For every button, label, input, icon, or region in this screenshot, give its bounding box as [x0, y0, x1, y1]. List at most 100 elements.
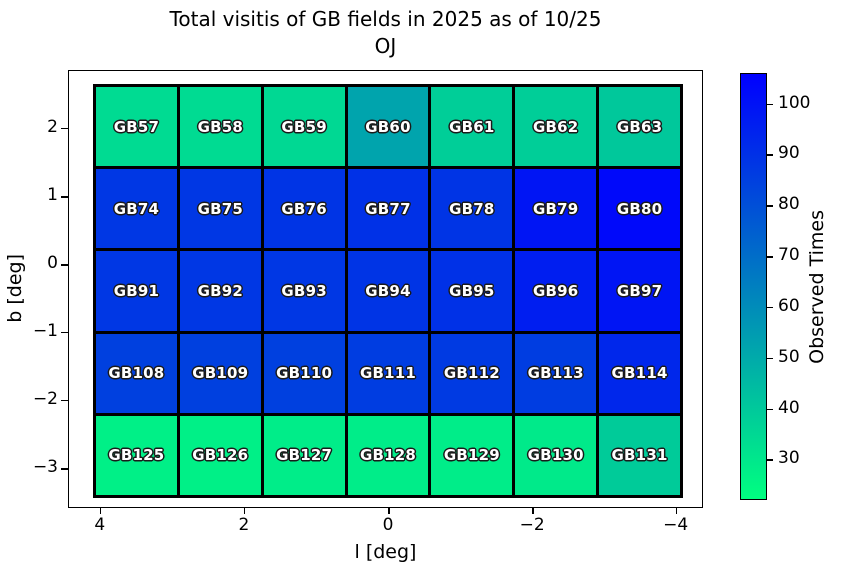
heatmap-cell-label: GB92	[197, 281, 243, 300]
colorbar-tick-label: 40	[778, 397, 800, 418]
x-tick-label: 2	[238, 515, 250, 535]
heatmap-cell-label: GB75	[197, 199, 243, 218]
heatmap-cell-GB62: GB62	[515, 87, 597, 167]
heatmap-cell-label: GB110	[276, 364, 333, 383]
heatmap-cell-GB108: GB108	[96, 333, 177, 413]
heatmap-cell-label: GB130	[527, 446, 584, 465]
heatmap-cell-GB59: GB59	[263, 87, 345, 167]
y-tick-mark	[61, 127, 68, 130]
x-tick-mark	[99, 508, 102, 514]
heatmap-cell-GB126: GB126	[179, 415, 261, 495]
chart-title: Total visitis of GB fields in 2025 as of…	[68, 6, 703, 60]
heatmap-cell-label: GB112	[443, 364, 500, 383]
heatmap-cell-GB75: GB75	[179, 169, 261, 249]
heatmap-cell-label: GB126	[192, 446, 249, 465]
heatmap-cell-GB127: GB127	[263, 415, 345, 495]
heatmap-cell-GB113: GB113	[515, 333, 597, 413]
heatmap-cell-GB93: GB93	[263, 251, 345, 331]
heatmap-cell-GB94: GB94	[347, 251, 429, 331]
heatmap-cell-GB96: GB96	[515, 251, 597, 331]
heatmap-cell-GB77: GB77	[347, 169, 429, 249]
heatmap-cell-label: GB94	[365, 281, 411, 300]
x-tick-mark	[243, 508, 246, 514]
y-tick-label: −3	[32, 457, 58, 478]
heatmap-cell-label: GB77	[365, 199, 411, 218]
colorbar-tick-mark	[767, 205, 773, 207]
heatmap-cell-GB128: GB128	[347, 415, 429, 495]
y-tick-mark	[61, 468, 68, 470]
heatmap-cell-label: GB62	[533, 117, 579, 136]
heatmap-cell-label: GB111	[359, 364, 417, 383]
heatmap-cell-GB80: GB80	[599, 169, 680, 249]
heatmap-cell-GB130: GB130	[515, 415, 597, 495]
heatmap-cell-label: GB129	[443, 446, 500, 465]
y-tick-label: −2	[32, 388, 58, 409]
colorbar	[740, 73, 767, 500]
heatmap-cell-GB112: GB112	[431, 333, 513, 413]
heatmap-cell-label: GB59	[281, 117, 327, 136]
heatmap-cell-label: GB113	[527, 364, 584, 383]
x-tick-label: 0	[382, 515, 394, 535]
y-tick-label: 2	[47, 116, 58, 137]
heatmap-grid: GB57 GB58 GB59 GB60 GB61 GB62 GB63 GB74 GB75 GB76…	[93, 84, 683, 498]
heatmap-cell-label: GB58	[197, 117, 243, 136]
x-tick-mark	[388, 508, 390, 514]
y-tick-label: −1	[32, 320, 58, 341]
colorbar-tick-label: 30	[778, 448, 800, 469]
colorbar-tick-mark	[767, 357, 773, 360]
x-axis-label: l [deg]	[354, 541, 417, 563]
heatmap-cell-GB110: GB110	[263, 333, 345, 413]
colorbar-tick-mark	[767, 306, 773, 309]
heatmap-cell-label: GB125	[108, 446, 165, 465]
chart-title-line2: OJ	[374, 34, 397, 58]
heatmap-cell-GB92: GB92	[179, 251, 261, 331]
heatmap-cell-label: GB127	[276, 446, 333, 465]
heatmap-cell-label: GB93	[281, 281, 327, 300]
heatmap-cell-label: GB97	[616, 281, 663, 300]
heatmap-cell-GB97: GB97	[599, 251, 680, 331]
heatmap-cell-GB129: GB129	[431, 415, 513, 495]
heatmap-cell-GB91: GB91	[96, 251, 177, 331]
heatmap-cell-GB74: GB74	[96, 169, 177, 249]
chart-title-line1: Total visitis of GB fields in 2025 as of…	[169, 7, 602, 31]
colorbar-tick-label: 50	[778, 346, 800, 367]
x-tick-label: −2	[519, 515, 545, 535]
x-tick-label: −4	[663, 515, 689, 535]
heatmap-cell-GB60: GB60	[347, 87, 429, 167]
heatmap-cell-label: GB131	[611, 446, 668, 465]
y-tick-mark	[61, 264, 68, 266]
heatmap-cell-label: GB91	[113, 281, 160, 300]
heatmap-cell-label: GB78	[449, 199, 495, 218]
heatmap-cell-label: GB96	[533, 281, 579, 300]
heatmap-cell-label: GB114	[611, 364, 668, 383]
heatmap-cell-GB79: GB79	[515, 169, 597, 249]
heatmap-cell-GB114: GB114	[599, 333, 680, 413]
heatmap-cell-label: GB60	[365, 117, 411, 136]
colorbar-tick-mark	[767, 408, 773, 410]
heatmap-cell-label: GB61	[449, 117, 495, 136]
heatmap-cell-label: GB57	[113, 117, 160, 136]
heatmap-cell-GB61: GB61	[431, 87, 513, 167]
heatmap-cell-label: GB95	[449, 281, 495, 300]
colorbar-tick-mark	[767, 459, 773, 461]
heatmap-cell-label: GB128	[359, 446, 417, 465]
colorbar-tick-mark	[767, 103, 773, 105]
heatmap-cell-GB111: GB111	[347, 333, 429, 413]
y-axis-label-wrap: b [deg]	[4, 0, 26, 575]
colorbar-tick-label: 70	[778, 245, 800, 265]
x-tick-label: 4	[94, 515, 106, 535]
x-tick-mark	[532, 508, 534, 514]
heatmap-cell-label: GB79	[533, 199, 579, 218]
heatmap-cell-GB125: GB125	[96, 415, 177, 495]
colorbar-tick-mark	[767, 256, 773, 258]
heatmap-cell-GB109: GB109	[179, 333, 261, 413]
y-tick-mark	[61, 331, 68, 334]
heatmap-cell-GB58: GB58	[179, 87, 261, 167]
colorbar-tick-label: 90	[778, 143, 800, 164]
heatmap-cell-GB57: GB57	[96, 87, 177, 167]
heatmap-cell-label: GB76	[281, 199, 327, 218]
heatmap-cell-GB131: GB131	[599, 415, 680, 495]
heatmap-cell-GB78: GB78	[431, 169, 513, 249]
y-tick-mark	[61, 399, 68, 402]
